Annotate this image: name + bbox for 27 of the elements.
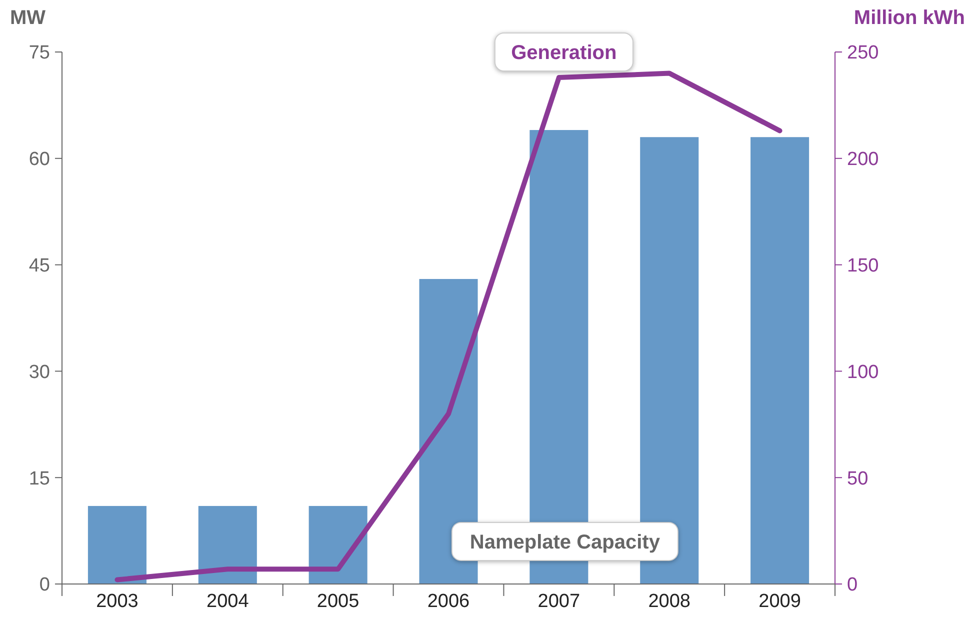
x-tick-label: 2009 <box>758 591 801 612</box>
x-tick-label: 2004 <box>206 591 250 612</box>
y2-tick-label: 0 <box>847 574 858 596</box>
y-tick-label: 45 <box>28 255 50 276</box>
bar <box>198 506 257 584</box>
y2-tick-label: 100 <box>847 362 879 383</box>
bar <box>750 137 810 584</box>
y2-tick-label: 200 <box>847 149 879 170</box>
x-tick-label: 2006 <box>427 591 470 612</box>
series-label: Generation <box>511 42 617 64</box>
bar <box>88 506 146 584</box>
x-tick-label: 2007 <box>538 591 580 612</box>
y-tick-label: 30 <box>28 362 50 383</box>
y-tick-label: 75 <box>28 42 50 64</box>
bar <box>308 506 368 584</box>
y2-tick-label: 250 <box>847 42 879 64</box>
y2-axis-title: Million kWh <box>854 7 965 29</box>
series-label: Nameplate Capacity <box>470 531 661 554</box>
y-tick-label: 15 <box>28 468 50 490</box>
y-tick-label: 60 <box>28 149 50 170</box>
y-tick-label: 0 <box>39 574 50 596</box>
x-tick-label: 2005 <box>316 591 360 612</box>
x-tick-label: 2008 <box>648 591 690 612</box>
y-axis-title: MW <box>10 7 46 29</box>
y2-tick-label: 150 <box>847 255 879 276</box>
y2-tick-label: 50 <box>847 468 868 490</box>
x-tick-label: 2003 <box>96 591 138 612</box>
